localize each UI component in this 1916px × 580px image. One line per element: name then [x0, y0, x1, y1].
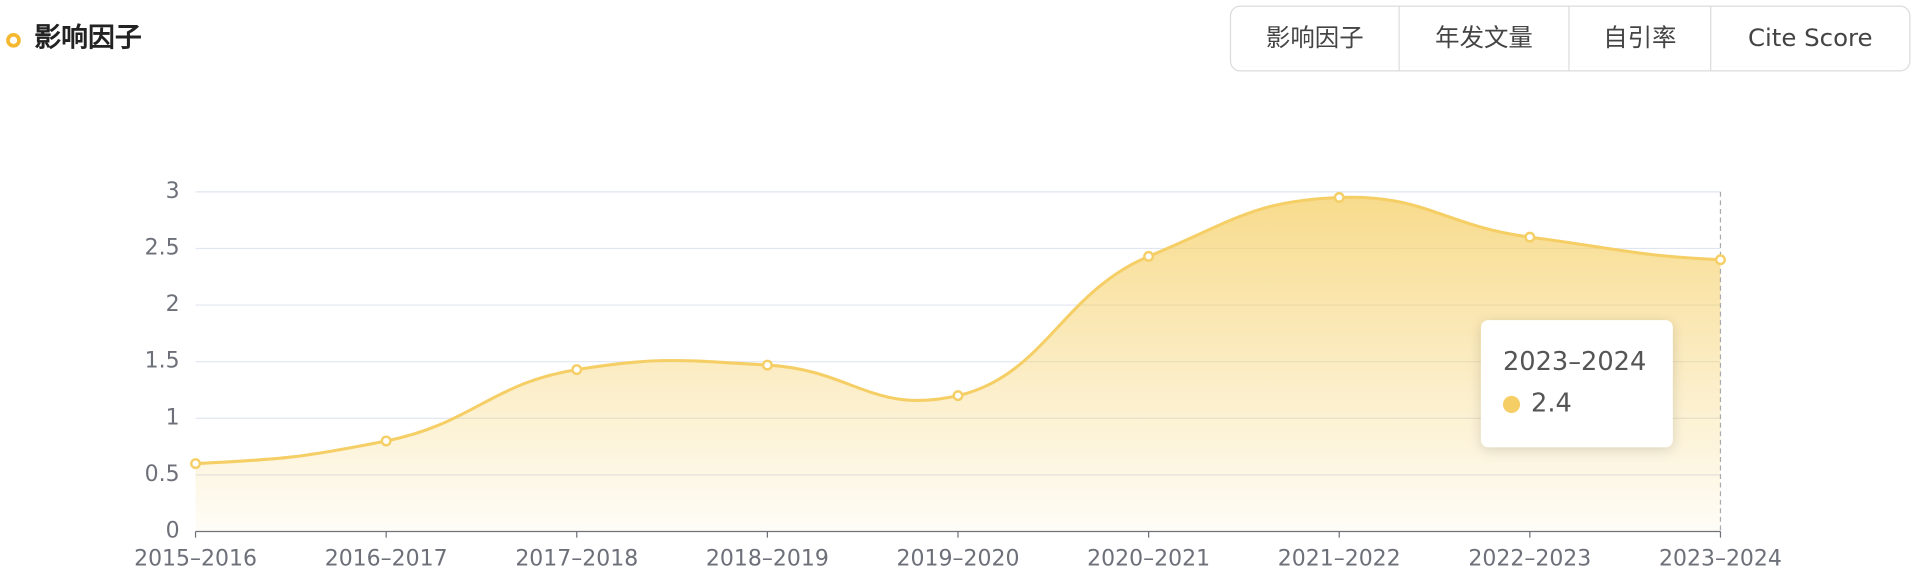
- x-tick-label: 2018–2019: [706, 547, 829, 572]
- x-tick-label: 2022–2023: [1468, 547, 1591, 572]
- tab[interactable]: 年发文量: [1435, 23, 1533, 52]
- x-tick-label: 2023–2024: [1659, 547, 1782, 572]
- x-tick-label: 2020–2021: [1087, 547, 1210, 572]
- tab[interactable]: 自引率: [1603, 23, 1676, 52]
- x-tick-label: 2016–2017: [325, 547, 448, 572]
- tab[interactable]: Cite Score: [1748, 23, 1873, 52]
- point: [380, 435, 392, 447]
- y-tick-label: 2: [166, 292, 180, 317]
- tooltip: [1480, 320, 1673, 448]
- y-tick-label: 0: [166, 519, 180, 544]
- point: [571, 364, 583, 376]
- tooltip-marker: [1502, 395, 1521, 413]
- area: [195, 197, 1721, 532]
- line: [195, 195, 1721, 466]
- y-tick-label: 0.5: [145, 462, 180, 487]
- point: [761, 359, 773, 371]
- point: [1333, 192, 1345, 203]
- x-tick-label: 2017–2018: [515, 547, 638, 572]
- x-tick-label: 2019–2020: [897, 547, 1020, 572]
- x-tick-label: 2015–2016: [134, 547, 257, 572]
- y-tick-label: 2.5: [145, 235, 180, 260]
- point: [952, 390, 964, 402]
- point: [190, 458, 202, 470]
- title-dot: [6, 32, 21, 48]
- point: [1524, 231, 1536, 243]
- x-tick-label: 2021–2022: [1278, 547, 1401, 572]
- tooltip-value: 2.4: [1531, 388, 1572, 418]
- y-tick-label: 1.5: [145, 349, 180, 374]
- y-tick-label: 1: [166, 405, 180, 430]
- y-tick-label: 3: [166, 179, 180, 204]
- tooltip-category: 2023–2024: [1503, 347, 1646, 377]
- point: [1143, 250, 1155, 262]
- chart-title: 影响因子: [34, 22, 142, 54]
- point: [1714, 254, 1726, 266]
- tab[interactable]: 影响因子: [1266, 23, 1364, 52]
- tab-group: [1229, 5, 1911, 72]
